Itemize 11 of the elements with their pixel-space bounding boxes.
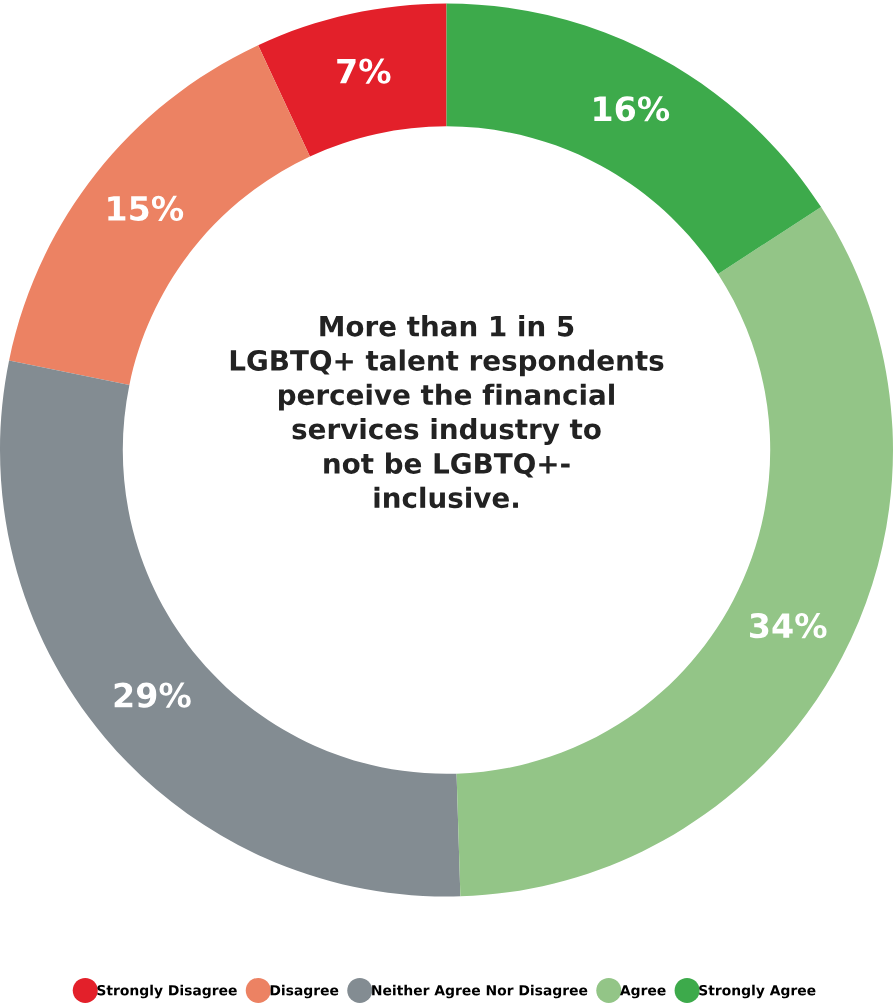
data-label: 15%: [108, 195, 184, 221]
legend-label: Disagree: [270, 984, 339, 999]
legend-label: Strongly Disagree: [97, 984, 237, 999]
legend-label: Strongly Agree: [699, 984, 816, 999]
legend-label: Neither Agree Nor Disagree: [372, 984, 588, 999]
data-label: 16%: [594, 96, 670, 122]
data-label: 34%: [750, 613, 827, 639]
text: More than 1 in 5 LGBTQ+ talent respondents perceive the financial services industry to not be LGBTQ+- inclusive.: [230, 315, 664, 509]
legend-label: Agree: [619, 985, 666, 999]
data-label: 29%: [114, 682, 191, 708]
data-label: 7%: [337, 58, 391, 84]
